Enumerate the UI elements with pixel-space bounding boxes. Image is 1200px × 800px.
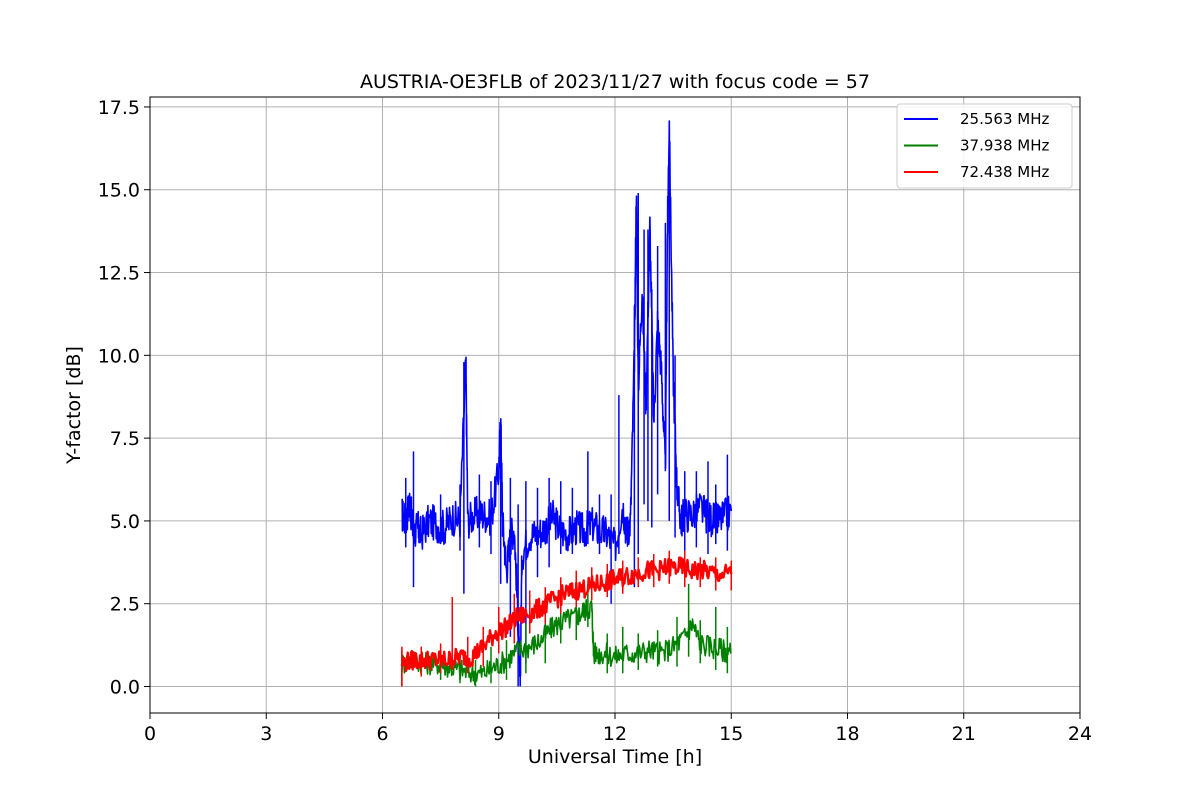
y-tick-label: 15.0 <box>98 180 140 202</box>
series-37-938-mhz <box>401 577 732 687</box>
ticks: 0 3 6 9 12 15 18 21 24 0.0 2.5 5.0 7.5 10.0 12.5 15.0 17… <box>98 97 1092 745</box>
series-72-438-mhz <box>400 550 733 687</box>
y-tick-label: 12.5 <box>98 263 140 285</box>
y-tick-label: 2.5 <box>110 594 140 616</box>
series-line <box>400 556 733 672</box>
legend-box <box>896 103 1073 189</box>
legend-label: 72.438 MHz <box>960 163 1049 181</box>
y-tick-label: 10.0 <box>98 345 140 367</box>
x-tick-label: 21 <box>952 723 976 745</box>
series-line <box>401 599 732 686</box>
x-tick-label: 15 <box>719 723 743 745</box>
x-tick-label: 9 <box>493 723 505 745</box>
y-tick-label: 0.0 <box>110 677 140 699</box>
x-tick-label: 0 <box>144 723 156 745</box>
series-25-563-mhz <box>401 120 733 687</box>
x-axis-label: Universal Time [h] <box>528 746 702 768</box>
y-axis-label: Y-factor [dB] <box>63 346 85 465</box>
y-tick-label: 5.0 <box>110 511 140 533</box>
x-tick-label: 18 <box>835 723 859 745</box>
series-layer <box>400 120 733 687</box>
x-tick-label: 3 <box>260 723 272 745</box>
y-tick-label: 7.5 <box>110 428 140 450</box>
chart-title: AUSTRIA-OE3FLB of 2023/11/27 with focus … <box>360 71 870 93</box>
y-tick-label: 17.5 <box>98 97 140 119</box>
x-tick-label: 6 <box>376 723 388 745</box>
x-tick-label: 12 <box>603 723 627 745</box>
legend-label: 37.938 MHz <box>960 137 1049 155</box>
legend-label: 25.563 MHz <box>960 110 1049 128</box>
x-tick-label: 24 <box>1068 723 1092 745</box>
plot-area <box>400 120 733 687</box>
legend: 25.563 MHz 37.938 MHz 72.438 MHz <box>896 103 1073 189</box>
